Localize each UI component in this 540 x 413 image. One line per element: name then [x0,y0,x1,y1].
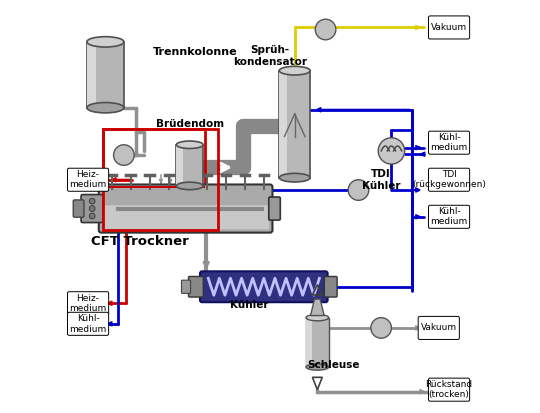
FancyBboxPatch shape [306,318,329,367]
Ellipse shape [87,37,124,47]
FancyBboxPatch shape [68,168,109,191]
FancyBboxPatch shape [73,200,84,217]
Text: Kühl-
medium: Kühl- medium [430,207,468,226]
Text: Sprüh-
kondensator: Sprüh- kondensator [233,45,307,67]
Circle shape [378,138,404,164]
FancyBboxPatch shape [306,318,312,367]
FancyBboxPatch shape [269,197,280,220]
FancyBboxPatch shape [87,42,124,108]
FancyBboxPatch shape [428,16,470,39]
Ellipse shape [87,102,124,113]
Ellipse shape [279,173,310,182]
Circle shape [315,19,336,40]
Circle shape [89,198,95,204]
Circle shape [89,213,95,219]
Text: Trennkolonne: Trennkolonne [153,47,237,57]
FancyBboxPatch shape [102,205,269,229]
Circle shape [89,206,95,211]
FancyBboxPatch shape [177,145,183,186]
Text: CFT Trockner: CFT Trockner [91,235,189,248]
Circle shape [348,180,369,200]
Text: Schleuse: Schleuse [308,360,360,370]
FancyBboxPatch shape [177,145,203,186]
Text: TDI
Kühler: TDI Kühler [362,169,400,190]
FancyBboxPatch shape [87,42,96,108]
Text: TDI
(rückgewonnen): TDI (rückgewonnen) [412,170,486,190]
Circle shape [371,318,392,338]
Polygon shape [310,299,324,316]
FancyBboxPatch shape [279,71,310,178]
Text: Kühler: Kühler [230,300,269,310]
Text: Heiz-
medium: Heiz- medium [70,294,107,313]
FancyBboxPatch shape [181,280,191,293]
FancyBboxPatch shape [103,186,205,188]
FancyBboxPatch shape [428,131,470,154]
Ellipse shape [306,364,329,370]
FancyBboxPatch shape [200,271,328,302]
Text: Kühl-
medium: Kühl- medium [430,133,468,152]
Ellipse shape [306,314,329,321]
FancyBboxPatch shape [81,195,103,223]
FancyBboxPatch shape [68,312,109,335]
FancyBboxPatch shape [418,316,460,339]
Text: Brüdendom: Brüdendom [156,119,224,129]
FancyBboxPatch shape [99,185,273,233]
FancyBboxPatch shape [325,276,337,297]
Circle shape [113,145,134,165]
Text: Vakuum: Vakuum [431,23,467,32]
Ellipse shape [177,141,203,149]
FancyBboxPatch shape [188,276,204,297]
Text: Kühl-
medium: Kühl- medium [70,314,107,334]
Text: Vakuum: Vakuum [421,323,457,332]
Ellipse shape [279,66,310,75]
FancyBboxPatch shape [68,292,109,315]
FancyBboxPatch shape [428,205,470,228]
Ellipse shape [177,182,203,190]
Text: Heiz-
medium: Heiz- medium [70,170,107,190]
FancyBboxPatch shape [428,378,470,401]
FancyBboxPatch shape [428,168,470,191]
FancyBboxPatch shape [279,71,287,178]
Text: Rückstand
(trocken): Rückstand (trocken) [426,380,472,399]
